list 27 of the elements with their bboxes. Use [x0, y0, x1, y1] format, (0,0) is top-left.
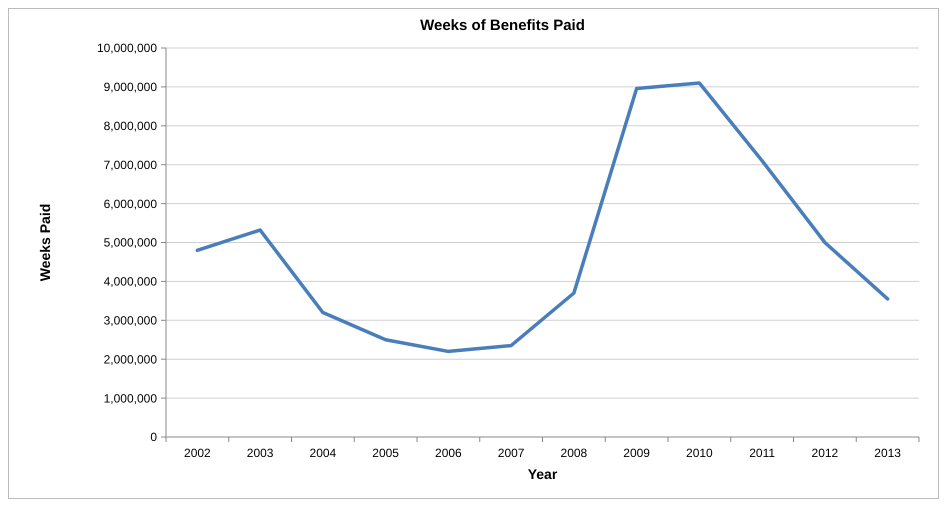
x-tick-label: 2007	[498, 446, 525, 460]
x-tick-label: 2004	[310, 446, 337, 460]
y-tick-label: 2,000,000	[104, 352, 158, 366]
x-tick-label: 2011	[749, 446, 776, 460]
x-tick-label: 2006	[435, 446, 462, 460]
x-tick-label: 2009	[623, 446, 650, 460]
x-tick-label: 2010	[686, 446, 714, 460]
x-tick-label: 2002	[184, 446, 212, 460]
y-tick-label: 10,000,000	[96, 41, 158, 56]
y-axis-title: Weeks Paid	[37, 204, 53, 282]
y-tick-label: 9,000,000	[104, 80, 158, 94]
y-tick-label: 0	[150, 430, 158, 444]
y-tick-label: 3,000,000	[104, 314, 158, 328]
line-series	[196, 81, 890, 354]
y-tick-label: 4,000,000	[104, 274, 158, 289]
x-tick-label: 2012	[812, 446, 839, 460]
y-tick-label: 7,000,000	[104, 158, 158, 172]
chart-title: Weeks of Benefits Paid	[420, 17, 585, 34]
y-tick-label: 5,000,000	[104, 236, 158, 250]
x-axis-title: Year	[528, 466, 558, 482]
x-tick-label: 2003	[246, 446, 274, 460]
y-tick-label: 1,000,000	[104, 391, 158, 406]
x-tick-label: 2013	[874, 446, 902, 460]
y-tick-label: 8,000,000	[104, 119, 158, 133]
y-tick-label: 6,000,000	[104, 196, 158, 211]
x-tick-label: 2008	[560, 446, 588, 460]
x-tick-label: 2005	[372, 446, 400, 460]
